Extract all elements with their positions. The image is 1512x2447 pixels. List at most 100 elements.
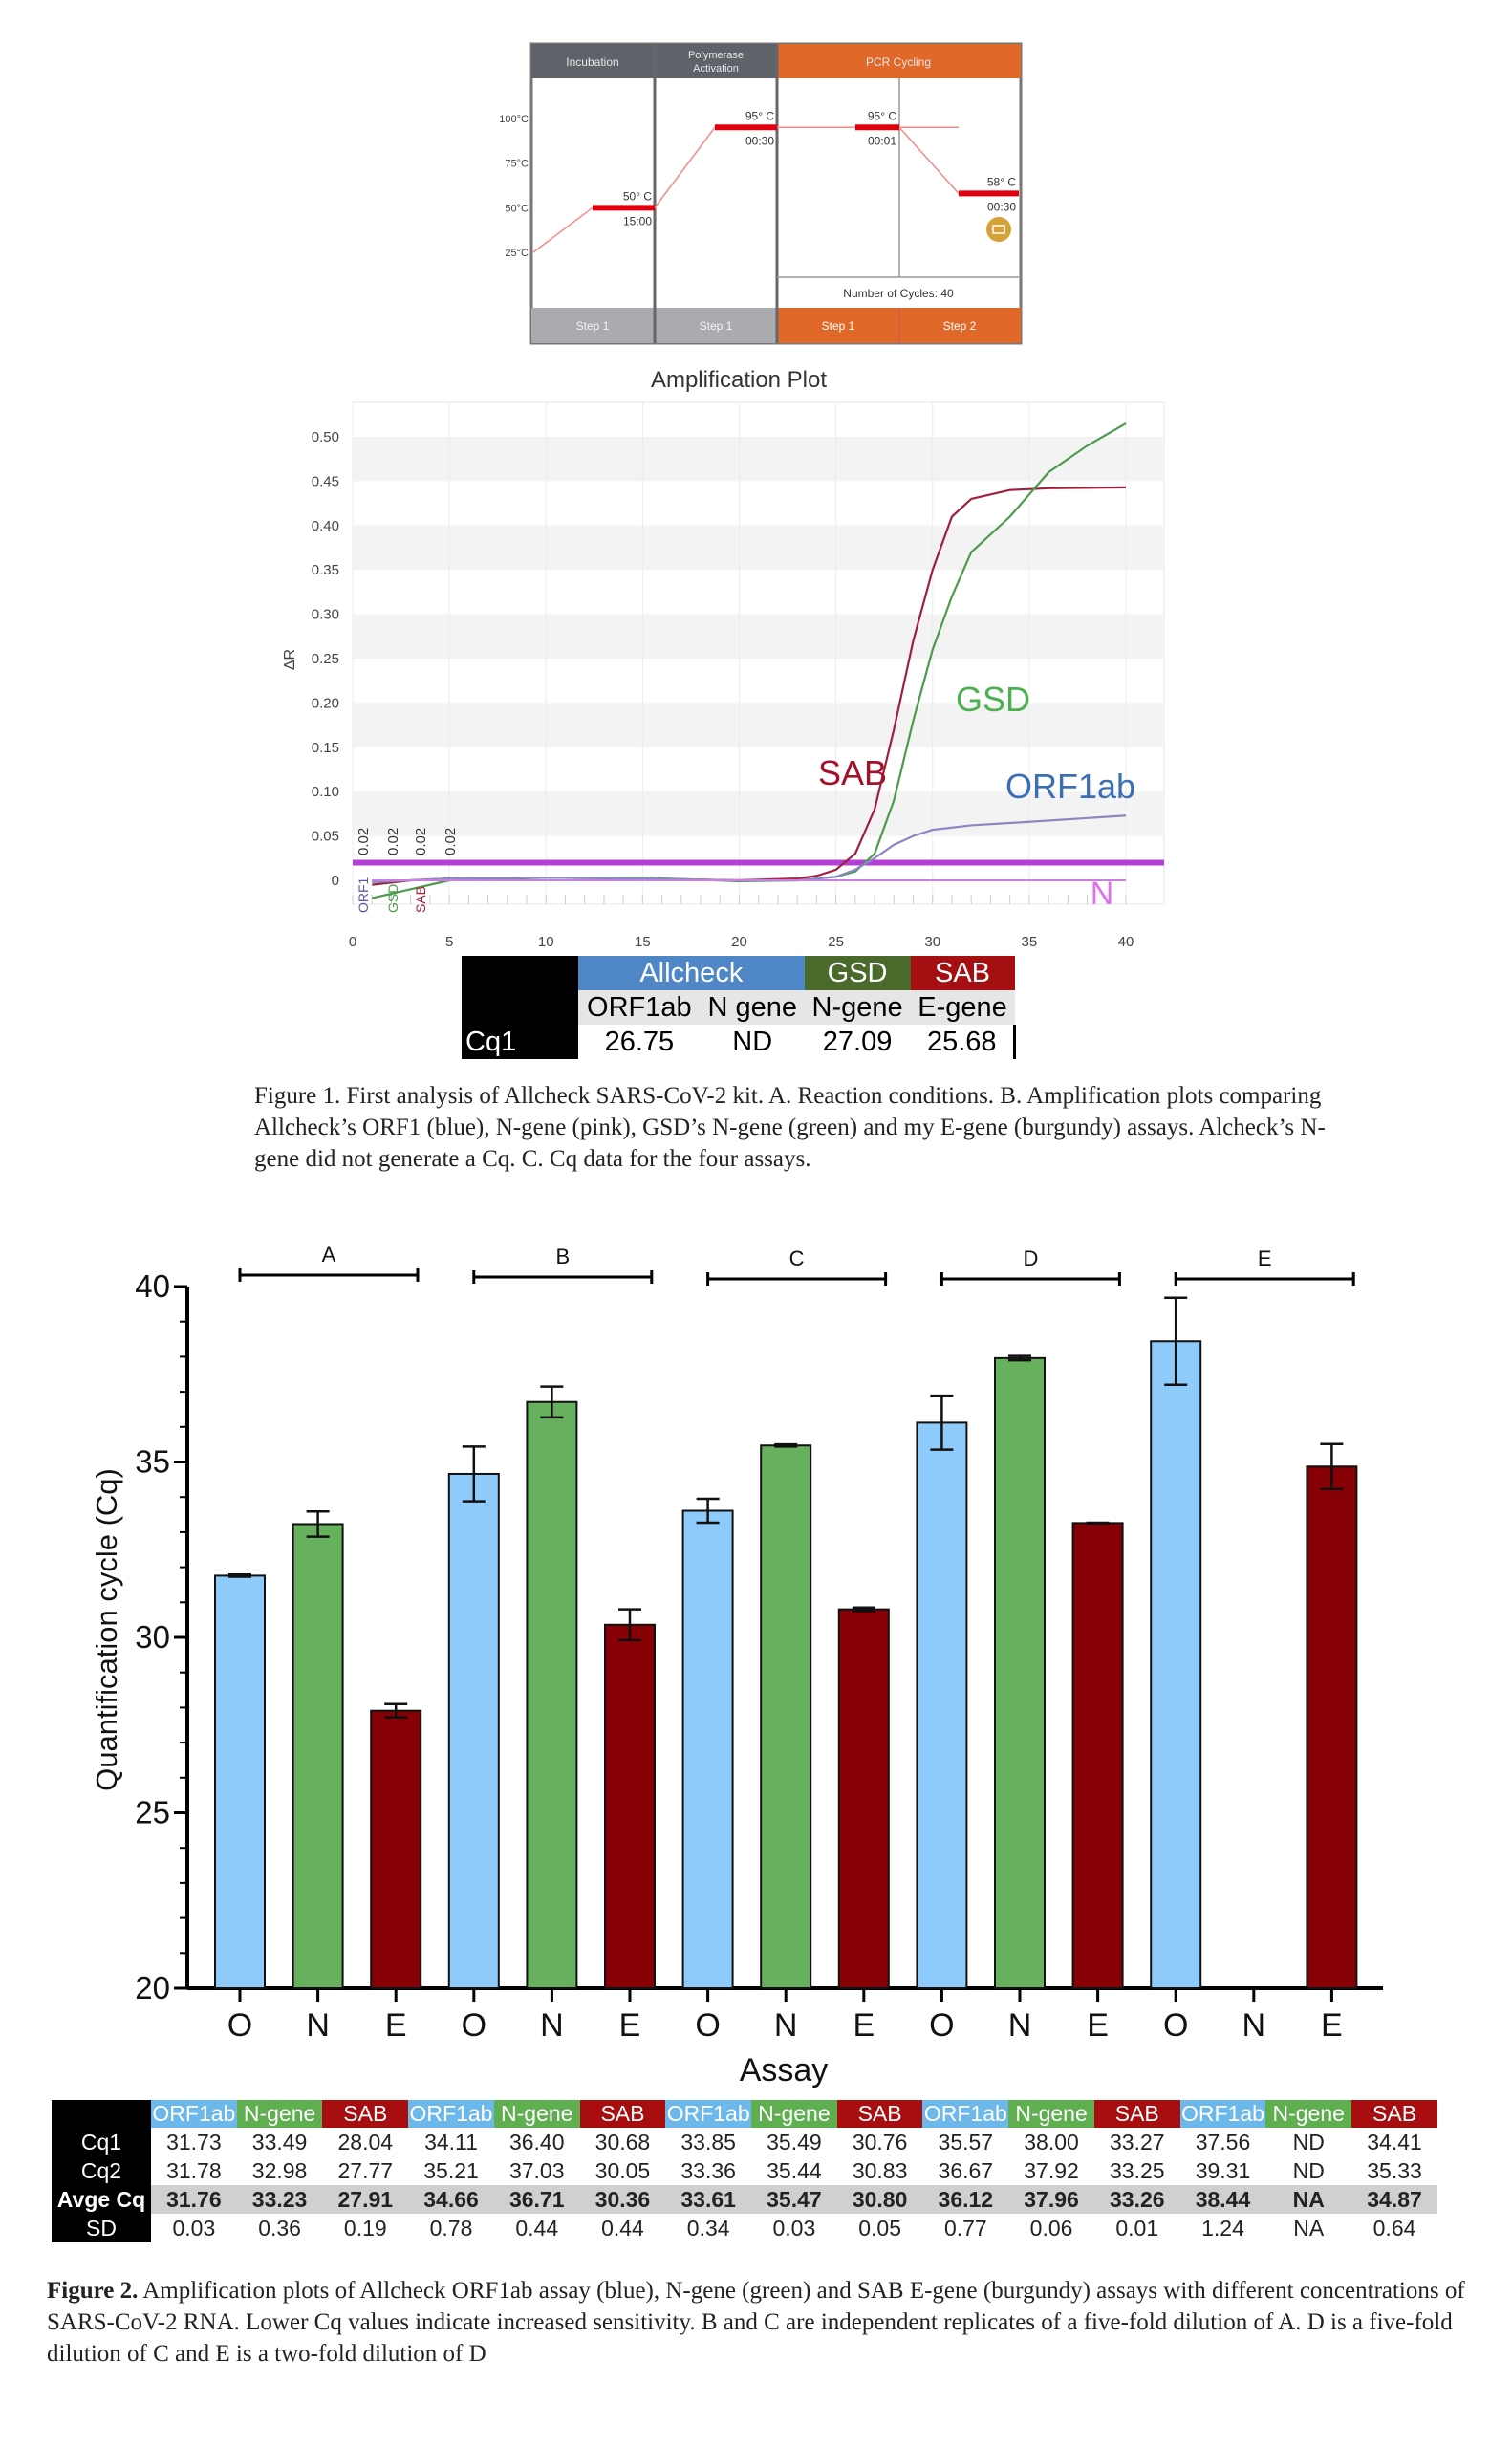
y-tick-label: 25 [135, 1795, 170, 1830]
stage-label-activation: Activation [693, 63, 739, 75]
threshold-value-label: 0.02 [356, 828, 372, 855]
x-tick-label: N [540, 2007, 564, 2044]
x-tick-label: N [1008, 2007, 1032, 2044]
series-marker-label: GSD [385, 884, 400, 913]
cq-cell: 27.77 [337, 2157, 394, 2183]
cq-cell: 33.36 [680, 2157, 736, 2183]
temperature-profile-line [532, 126, 959, 253]
cq-cell: 0.77 [943, 2215, 987, 2241]
bar-B-N [526, 1400, 578, 1990]
bar-C-E [837, 1608, 890, 1989]
curve-label-orf1ab: ORF1ab [1005, 767, 1135, 806]
group-label: E [1258, 1246, 1272, 1270]
x-tick-label: O [695, 2007, 720, 2044]
bar-B-E [604, 1623, 656, 1989]
y-tick-label: 40 [135, 1268, 170, 1304]
cq-cell: 35.47 [751, 2185, 837, 2214]
y-tick-label: 0.50 [312, 429, 339, 445]
cq-cell: 36.71 [493, 2185, 580, 2214]
background-band [353, 437, 1164, 482]
cq-cell: 38.44 [1179, 2185, 1266, 2214]
cq-cell: 30.80 [836, 2185, 923, 2214]
cq-cell: 0.44 [515, 2215, 559, 2241]
subheader: N-gene [811, 991, 903, 1023]
x-tick-label: 0 [349, 934, 356, 950]
cq-cell: 39.31 [1195, 2157, 1251, 2183]
amplification-plot-title: Amplification Plot [651, 367, 827, 393]
cq-cell: 30.68 [594, 2129, 651, 2155]
table-row: SD 0.03 0.36 0.19 0.78 0.44 0.44 0.34 0.03 0.05 0.… [52, 2214, 1437, 2242]
figure-1-caption: Figure 1. First analysis of Allcheck SAR… [254, 1083, 1326, 1172]
column-header: N-gene [1265, 2100, 1352, 2128]
cq-cell: 33.85 [680, 2129, 736, 2155]
cq-cell: 34.87 [1351, 2185, 1437, 2214]
x-tick-label: 25 [828, 934, 844, 950]
group-label: C [789, 1246, 805, 1270]
hold-temperature: 95° C [745, 109, 774, 122]
column-header: SAB [1093, 2100, 1180, 2128]
cq-cell: 32.98 [251, 2157, 308, 2183]
cq-cell: 0.05 [858, 2215, 901, 2241]
cq-cell: 30.05 [594, 2157, 651, 2183]
y-tick-label: 0 [332, 873, 339, 889]
bar-D-E [1071, 1522, 1124, 1989]
cq-cell: 36.67 [938, 2157, 994, 2183]
cq-cell: 1.24 [1201, 2215, 1244, 2241]
column-header: ORF1ab [922, 2100, 1009, 2128]
cq-cell: 34.41 [1367, 2129, 1422, 2155]
camera-icon [986, 217, 1011, 242]
series-marker-label: ORF1 [356, 877, 371, 913]
column-header: SAB [579, 2100, 666, 2128]
column-header: SAB [1351, 2100, 1437, 2128]
figure-2-label: Figure 2. [47, 2278, 139, 2304]
column-header: N-gene [751, 2100, 837, 2128]
y-tick-label: 0.05 [312, 829, 339, 845]
cq-cell: 33.23 [236, 2185, 323, 2214]
table-corner [52, 2100, 151, 2128]
cq-cell: NA [1293, 2215, 1325, 2241]
cq-cell: 0.34 [686, 2215, 730, 2241]
column-header: N-gene [236, 2100, 323, 2128]
table-row: Cq1 31.73 33.49 28.04 34.11 36.40 30.68 33.85 35… [52, 2128, 1437, 2156]
bar-D-N [994, 1356, 1046, 1990]
cq-cell: NA [1265, 2185, 1352, 2214]
bar-A-N [292, 1523, 344, 1989]
curve-label-gsd: GSD [956, 680, 1030, 719]
step-label: Step 1 [700, 319, 733, 333]
y-tick-label: 0.35 [312, 562, 339, 578]
table-header-row: ORF1ab N-gene SAB ORF1ab N-gene SAB ORF1ab N-ge… [52, 2100, 1437, 2128]
x-tick-label: O [462, 2007, 486, 2044]
figure-2-text: Amplification plots of Allcheck ORF1ab a… [47, 2278, 1465, 2367]
y-tick-label: 20 [135, 1970, 170, 2005]
x-tick-label: 15 [635, 934, 651, 950]
cq-cell: 34.11 [424, 2129, 478, 2155]
cq1-table: Allcheck GSD SAB ORF1ab N gene N-gene E-… [462, 956, 1016, 1059]
bar-C-N [760, 1444, 812, 1990]
cq-cell: ND [1292, 2129, 1325, 2155]
series-marker-label: SAB [413, 886, 428, 913]
bar-A-O [214, 1574, 266, 1989]
x-tick-label: 40 [1118, 934, 1134, 950]
cq-cell: 35.33 [1367, 2157, 1422, 2183]
cq-cell: 0.19 [343, 2215, 387, 2241]
cq-cell: 36.12 [922, 2185, 1009, 2214]
column-header: ORF1ab [1179, 2100, 1266, 2128]
subheader: E-gene [918, 991, 1007, 1023]
cq-cell: 38.00 [1024, 2129, 1079, 2155]
hold-temperature: 58° C [987, 175, 1016, 188]
cq-cell: 37.56 [1195, 2129, 1251, 2155]
cq-cell: 0.78 [429, 2215, 473, 2241]
y-axis-label: Quantification cycle (Cq) [90, 1468, 123, 1791]
cq-cell: 0.64 [1372, 2215, 1416, 2241]
row-label: Cq2 [52, 2156, 151, 2185]
cq-cell: 37.92 [1024, 2157, 1079, 2183]
x-tick-label: E [385, 2007, 407, 2044]
cq-value: ND [732, 1026, 773, 1057]
y-tick-label: 0.45 [312, 473, 339, 489]
temperature-tick: 50°C [505, 203, 529, 214]
background-band [353, 614, 1164, 659]
x-tick-label: O [929, 2007, 954, 2044]
group-header-sab: SAB [910, 956, 1015, 990]
cq-cell: 37.96 [1008, 2185, 1094, 2214]
column-header: N-gene [493, 2100, 580, 2128]
